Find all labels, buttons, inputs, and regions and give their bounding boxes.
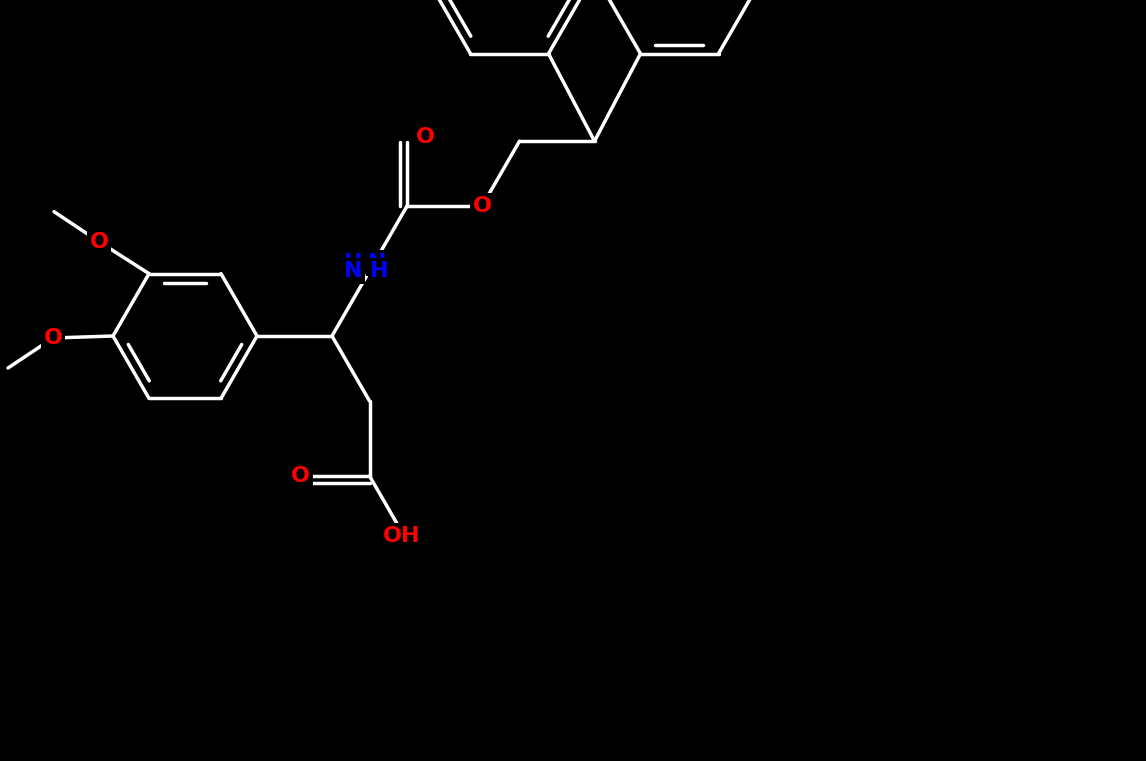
Text: O: O — [472, 196, 492, 216]
Text: H: H — [370, 261, 388, 281]
Text: N: N — [344, 261, 363, 281]
Text: O: O — [44, 328, 63, 348]
Text: O: O — [416, 127, 434, 148]
Text: H: H — [344, 253, 363, 273]
Text: O: O — [89, 231, 109, 252]
Text: OH: OH — [383, 526, 421, 546]
Text: O: O — [291, 466, 311, 486]
Text: N: N — [368, 253, 386, 273]
